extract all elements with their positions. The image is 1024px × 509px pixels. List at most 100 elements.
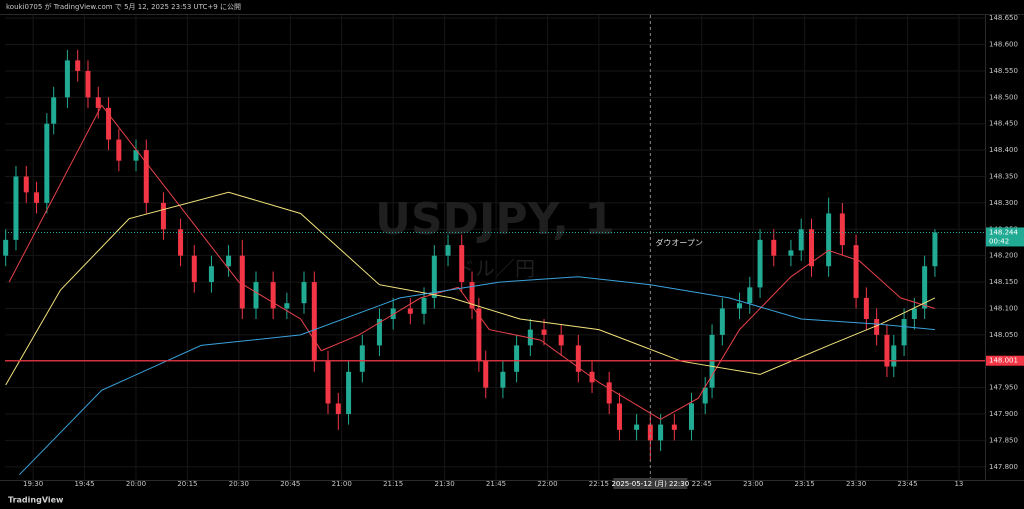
candle-body	[301, 282, 307, 304]
candle-body	[500, 371, 506, 388]
moving-average	[8, 104, 936, 420]
candle-body	[922, 266, 928, 309]
candle-body	[808, 229, 814, 267]
candle-body	[541, 329, 547, 335]
candle-body	[75, 60, 81, 71]
watermark-sub: ドル／円	[455, 257, 535, 281]
x-tick-label: 13	[954, 480, 963, 488]
x-tick-label: 20:15	[177, 480, 197, 488]
candle-body	[634, 424, 640, 430]
watermark: USDJPY, 1	[375, 194, 615, 245]
candle-body	[44, 123, 50, 203]
candle-body	[34, 192, 40, 203]
candle-body	[771, 239, 777, 256]
candle-body	[431, 255, 437, 298]
y-tick-label: 148.650	[989, 14, 1018, 22]
candle-body	[788, 250, 794, 256]
candle-body	[143, 150, 149, 203]
y-tick-label: 148.300	[989, 199, 1018, 207]
candle-body	[469, 282, 475, 309]
footer: TradingView	[8, 496, 64, 505]
candle-body	[719, 308, 725, 335]
candle-body	[514, 345, 520, 372]
candle-body	[325, 361, 331, 404]
candle-body	[376, 319, 382, 346]
candle-body	[359, 345, 365, 372]
candle-body	[445, 245, 451, 256]
candle-body	[757, 239, 763, 288]
x-tick-label: 22:00	[537, 480, 557, 488]
candle-body	[335, 403, 341, 415]
candle-body	[606, 382, 612, 404]
candle-body	[51, 97, 57, 124]
candle-body	[191, 255, 197, 283]
last-price-box	[986, 227, 1024, 247]
y-tick-label: 147.950	[989, 384, 1018, 392]
moving-average	[5, 191, 936, 386]
candle-body	[239, 255, 245, 309]
candle-body	[575, 345, 581, 372]
candle-body	[106, 107, 112, 140]
candle-body	[658, 424, 664, 441]
candle-body	[647, 424, 653, 441]
x-tick-label: 20:45	[280, 480, 300, 488]
last-price-label: 148.244	[989, 228, 1018, 236]
candle-body	[421, 297, 427, 314]
x-tick-label: 21:00	[332, 480, 352, 488]
candle-body	[459, 245, 465, 283]
candle-body	[671, 424, 677, 430]
y-tick-label: 148.350	[989, 173, 1018, 181]
annotation: ダウオープン	[655, 238, 703, 248]
x-tick-label: 23:15	[795, 480, 815, 488]
y-tick-label: 147.800	[989, 463, 1018, 471]
candle-body	[390, 308, 396, 320]
candle-body	[826, 213, 832, 267]
candle-body	[798, 229, 804, 251]
x-tick-label: 23:45	[897, 480, 917, 488]
candle-body	[884, 334, 890, 367]
x-tick-label: 21:30	[435, 480, 455, 488]
candle-body	[85, 70, 91, 98]
x-tick-label: 22:45	[692, 480, 712, 488]
x-tick-label: 22:15	[589, 480, 609, 488]
candle-body	[64, 60, 70, 98]
candle-body	[116, 139, 122, 161]
y-tick-label: 147.900	[989, 410, 1018, 418]
candle-body	[3, 239, 9, 256]
candle-body	[891, 345, 897, 367]
x-tick-label: 23:00	[743, 480, 763, 488]
y-tick-label: 148.100	[989, 304, 1018, 312]
candle-body	[284, 303, 290, 309]
candle-body	[736, 303, 742, 309]
candle-body	[208, 266, 214, 283]
candle-body	[226, 255, 232, 267]
level-label-box	[986, 355, 1024, 366]
candle-body	[616, 403, 622, 430]
candle-body	[13, 176, 19, 240]
candle-body	[311, 282, 317, 362]
plot	[3, 15, 985, 480]
candle-body	[863, 297, 869, 320]
candle-body	[407, 308, 413, 314]
moving-average	[19, 276, 935, 476]
y-tick-label: 148.500	[989, 93, 1018, 101]
x-tick-label: 19:45	[74, 480, 94, 488]
candle-body	[178, 229, 184, 256]
y-tick-label: 148.600	[989, 41, 1018, 49]
candle-body	[747, 287, 753, 304]
candle-body	[23, 176, 29, 193]
y-tick-label: 148.200	[989, 252, 1018, 260]
y-tick-label: 148.400	[989, 146, 1018, 154]
candle-body	[932, 232, 938, 267]
candle-body	[688, 403, 694, 430]
y-tick-label: 148.550	[989, 67, 1018, 75]
candle-body	[346, 371, 352, 415]
crosshair-label-box	[613, 478, 688, 489]
candle-body	[911, 308, 917, 320]
candle-body	[270, 282, 276, 309]
y-tick-label: 148.450	[989, 120, 1018, 128]
x-tick-label: 23:30	[846, 480, 866, 488]
countdown-label: 00:42	[989, 237, 1009, 245]
